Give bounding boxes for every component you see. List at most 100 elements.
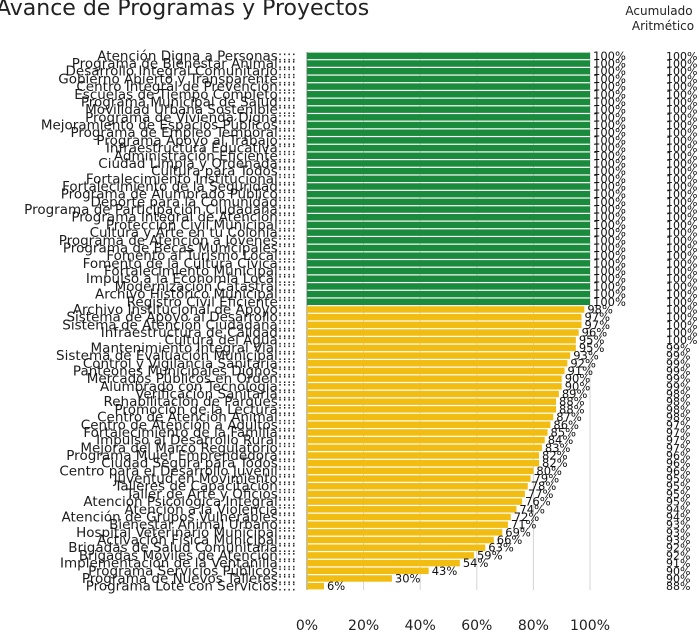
category-label: Programa de Nuevos Talleres:::: xyxy=(82,571,296,587)
cumulative-label: 95% xyxy=(666,480,690,493)
cumulative-label: 100% xyxy=(666,65,697,78)
cumulative-label: 92% xyxy=(666,549,690,562)
bar xyxy=(307,160,590,167)
cumulative-label: 99% xyxy=(666,373,690,386)
cumulative-label: 96% xyxy=(666,450,690,463)
bar xyxy=(307,313,582,321)
cumulative-label: 100% xyxy=(666,311,697,324)
category-label: Programa Mujer Emprendedora:::: xyxy=(66,448,296,464)
bar xyxy=(307,252,590,259)
bar xyxy=(307,106,590,113)
category-label: Impulso al Desarrollo Rural:::: xyxy=(96,433,296,449)
category-label: Programa de Empleo Temporal:::: xyxy=(70,125,296,141)
cumulative-label: 100% xyxy=(666,250,697,263)
category-label: Fortalecimiento Municipal:::: xyxy=(104,264,296,280)
bar xyxy=(307,513,511,521)
category-label: Deporte para la Comunidad:::: xyxy=(90,194,296,210)
category-label: Promoción de la Lectura:::: xyxy=(115,402,296,418)
category-label: Impulso a la Economía Local:::: xyxy=(86,271,296,287)
value-label: 100% xyxy=(593,210,626,224)
cumulative-label: 95% xyxy=(666,496,690,509)
bar xyxy=(307,406,557,413)
value-label: 88% xyxy=(559,402,585,416)
cumulative-label: 100% xyxy=(666,81,697,94)
value-label: 54% xyxy=(463,556,489,570)
value-label: 91% xyxy=(568,364,594,378)
cumulative-label: 93% xyxy=(666,526,690,539)
bar xyxy=(307,275,590,282)
bar xyxy=(307,129,590,136)
category-label: Brigadas Móviles de Atención:::: xyxy=(79,548,296,564)
value-label: 100% xyxy=(593,149,626,163)
cumulative-label: 100% xyxy=(666,334,697,347)
category-label: Gobierno Abierto y Transparente:::: xyxy=(58,71,296,87)
cumulative-label: 100% xyxy=(666,142,697,155)
cumulative-header: Acumulado Aritmético xyxy=(604,4,699,34)
bar xyxy=(307,444,542,452)
category-label: Cultura y Arte en tu Colonia:::: xyxy=(90,225,296,241)
bar xyxy=(307,390,559,398)
category-label: Bienestar Animal Urbano:::: xyxy=(109,517,296,533)
category-label: Movilidad Urbana Sostenible:::: xyxy=(85,102,296,118)
category-label: Panteones Municipales Dignos:::: xyxy=(73,363,296,379)
category-label: Cultura del Agua:::: xyxy=(165,333,296,349)
cumulative-label: 100% xyxy=(666,234,697,247)
category-label: Implementación de la Ventanilla:::: xyxy=(60,556,296,572)
category-label: Hospital Veterinario Municipal:::: xyxy=(76,525,296,541)
chart-title: Avance de Programas y Proyectos xyxy=(0,0,370,21)
value-label: 95% xyxy=(579,333,605,347)
x-tick-label: 60% xyxy=(461,618,492,633)
cumulative-header-line-2: Aritmético xyxy=(631,19,695,33)
bar xyxy=(307,506,517,513)
bar xyxy=(307,167,590,175)
category-label: Archivo Institucional de Apoyo:::: xyxy=(73,302,296,318)
value-label: 95% xyxy=(579,341,605,355)
value-label: 100% xyxy=(593,256,626,270)
category-label: Atención Psicológica Integral:::: xyxy=(83,494,296,510)
value-label: 92% xyxy=(570,356,596,370)
bar xyxy=(307,490,525,498)
bar xyxy=(307,483,528,490)
category-label: Fomento de la Cultura Cívica:::: xyxy=(83,256,296,272)
value-label: 86% xyxy=(553,418,579,432)
bar xyxy=(307,336,576,344)
category-label: Fortalecimiento Institucional:::: xyxy=(86,171,296,187)
bar xyxy=(307,60,590,67)
bars xyxy=(307,52,590,590)
bar xyxy=(307,190,590,198)
bar xyxy=(307,352,571,359)
category-label: Programa de Alumbrado Público:::: xyxy=(61,187,296,203)
cumulative-label: 100% xyxy=(666,327,697,340)
cumulative-label: 98% xyxy=(666,411,690,424)
bar xyxy=(307,52,590,60)
x-axis-ticks: 0% 20% 40% 60% 80% 100% xyxy=(296,618,610,633)
value-label: 97% xyxy=(585,310,611,324)
bar xyxy=(307,536,494,544)
category-label: Sistema de Apoyo al Desarrollo:::: xyxy=(66,310,296,326)
category-label: Mantenimiento Integral Vial:::: xyxy=(91,340,296,356)
category-label: Desarrollo Integral Comunitario:::: xyxy=(66,64,296,80)
value-label: 100% xyxy=(593,80,626,94)
value-label: 96% xyxy=(582,326,608,340)
cumulative-label: 99% xyxy=(666,380,690,393)
value-label: 30% xyxy=(395,571,421,585)
cumulative-label: 100% xyxy=(666,188,697,201)
value-label: 83% xyxy=(545,441,571,455)
bar xyxy=(307,198,590,206)
cumulative-label: 93% xyxy=(666,519,690,532)
cumulative-label: 100% xyxy=(666,242,697,255)
category-label: Fomento al Turismo Local:::: xyxy=(106,248,296,264)
category-label: Programa Apoyo al Trabajo:::: xyxy=(96,133,296,149)
bar xyxy=(307,559,460,567)
category-label: Mejoramiento de Espacios Públicos:::: xyxy=(41,118,296,134)
cumulative-label: 98% xyxy=(666,396,690,409)
category-label: Fortalecimiento de la Seguridad:::: xyxy=(62,179,296,195)
value-label: 89% xyxy=(562,387,588,401)
category-label: Cultura para Todos:::: xyxy=(151,164,296,180)
value-label: 100% xyxy=(593,64,626,78)
category-label: Sistema de Evaluación Municipal:::: xyxy=(56,348,296,364)
category-label: Infraestructura de Calidad:::: xyxy=(101,325,296,341)
value-label: 100% xyxy=(593,72,626,86)
cumulative-label: 99% xyxy=(666,350,690,363)
bar xyxy=(307,367,565,375)
